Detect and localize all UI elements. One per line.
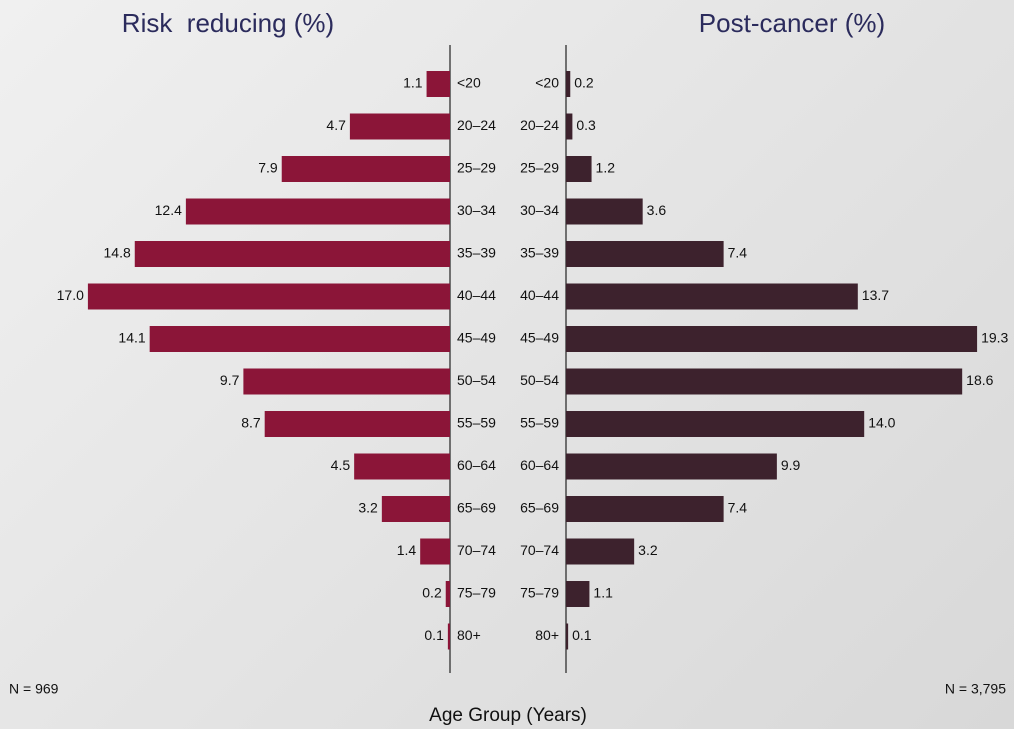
bar [566,71,571,97]
value-label: 7.4 [728,500,748,516]
bar [447,623,450,650]
value-label: 17.0 [57,287,84,303]
bar [566,241,724,267]
category-label: 40–44 [457,287,496,303]
bar [354,453,450,480]
bar [566,411,865,437]
category-label: 65–69 [520,500,559,516]
bar [566,326,978,352]
bar [134,241,450,267]
value-label: 0.1 [424,627,444,643]
category-label: 20–24 [520,117,559,133]
category-label: 75–79 [457,585,496,601]
value-label: 19.3 [981,330,1008,346]
value-label: 4.5 [331,457,351,473]
value-label: 3.2 [638,542,658,558]
x-axis-label: Age Group (Years) [429,705,587,726]
bar [566,496,724,522]
value-label: 13.7 [862,287,889,303]
category-label: 20–24 [457,117,496,133]
category-label: 60–64 [520,457,559,473]
category-label: 25–29 [520,160,559,176]
category-label: 35–39 [520,245,559,261]
value-label: 4.7 [326,117,346,133]
bar [566,113,573,140]
value-label: 0.1 [572,627,592,643]
category-label: 55–59 [520,415,559,431]
value-label: 3.2 [358,500,378,516]
value-label: 7.9 [258,160,278,176]
right-title: Post-cancer (%) [699,8,885,38]
bar [445,581,450,607]
bar [566,623,569,650]
bar [149,326,451,352]
value-label: 9.9 [781,457,801,473]
value-label: 0.2 [574,75,594,91]
value-label: 8.7 [241,415,261,431]
value-label: 0.3 [576,117,596,133]
bar [349,113,450,140]
value-label: 1.1 [593,585,613,601]
bar [243,368,450,395]
bar [264,411,450,437]
category-label: <20 [457,75,481,91]
category-label: 40–44 [520,287,559,303]
value-label: 7.4 [728,245,748,261]
value-label: 0.2 [422,585,442,601]
bar [381,496,450,522]
left-title: Risk reducing (%) [122,8,334,38]
category-label: 65–69 [457,500,496,516]
value-label: 1.1 [403,75,423,91]
category-label: 30–34 [457,202,496,218]
value-label: 12.4 [155,202,182,218]
category-label: 80+ [535,627,559,643]
value-label: 14.1 [118,330,145,346]
value-label: 3.6 [647,202,667,218]
category-label: 25–29 [457,160,496,176]
value-label: 9.7 [220,372,240,388]
value-label: 1.4 [397,542,417,558]
left-note: N = 969 [9,681,59,697]
right-note: N = 3,795 [945,681,1006,697]
bar [566,453,777,480]
value-label: 1.2 [596,160,616,176]
bar [420,538,450,565]
bar [426,71,450,97]
category-label: 60–64 [457,457,496,473]
category-label: 55–59 [457,415,496,431]
bar [566,283,858,310]
value-label: 14.0 [868,415,895,431]
bar [566,198,643,225]
value-label: 18.6 [966,372,993,388]
category-label: 50–54 [457,372,496,388]
bar [566,538,635,565]
value-label: 14.8 [104,245,131,261]
bar [281,156,450,182]
bar [185,198,450,225]
bar [87,283,451,310]
category-label: 70–74 [520,542,559,558]
category-label: 35–39 [457,245,496,261]
bar [566,581,590,607]
category-label: <20 [535,75,559,91]
category-label: 30–34 [520,202,559,218]
category-label: 80+ [457,627,481,643]
bar [566,156,592,182]
category-label: 75–79 [520,585,559,601]
bar [566,368,963,395]
category-label: 50–54 [520,372,559,388]
category-label: 45–49 [520,330,559,346]
category-label: 45–49 [457,330,496,346]
category-label: 70–74 [457,542,496,558]
